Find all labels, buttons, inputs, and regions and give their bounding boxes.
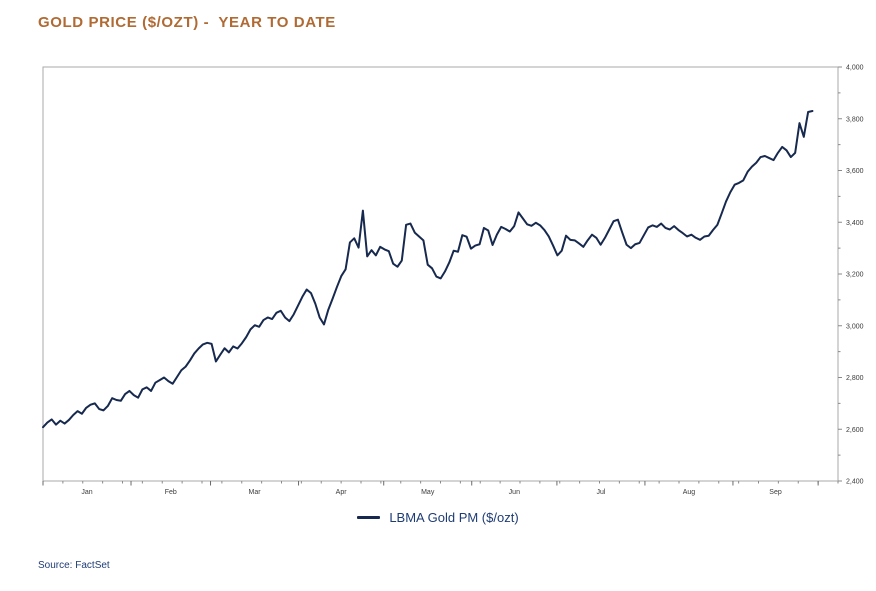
y-axis-label: 3,200 <box>846 272 864 279</box>
page-title: GOLD PRICE ($/OZT) - YEAR TO DATE <box>38 14 336 31</box>
y-axis-label: 3,800 <box>846 116 864 123</box>
x-axis-month-label: Sep <box>769 489 782 496</box>
y-axis-label: 3,000 <box>846 323 864 330</box>
y-axis-label: 2,400 <box>846 479 864 486</box>
source-note: Source: FactSet <box>38 560 110 571</box>
x-axis-month-label: Apr <box>336 489 348 496</box>
y-axis-label: 3,400 <box>846 220 864 227</box>
y-axis-label: 4,000 <box>846 65 864 72</box>
x-axis-month-label: Mar <box>248 489 261 496</box>
x-axis-month-label: Aug <box>683 489 696 496</box>
y-axis-label: 2,800 <box>846 375 864 382</box>
legend-line-swatch <box>357 516 381 519</box>
x-axis-month-label: Jan <box>81 489 92 496</box>
y-axis-label: 3,600 <box>846 168 864 175</box>
x-axis-month-label: Jul <box>596 489 605 496</box>
plot-border <box>42 66 839 482</box>
legend-label: LBMA Gold PM ($/ozt) <box>389 510 519 525</box>
x-axis-month-label: Feb <box>165 489 177 496</box>
x-axis-month-label: Jun <box>509 489 520 496</box>
y-axis-label: 2,600 <box>846 427 864 434</box>
legend: LBMA Gold PM ($/ozt) <box>0 510 876 525</box>
x-axis-month-label: May <box>421 489 435 496</box>
price-line <box>42 109 814 429</box>
